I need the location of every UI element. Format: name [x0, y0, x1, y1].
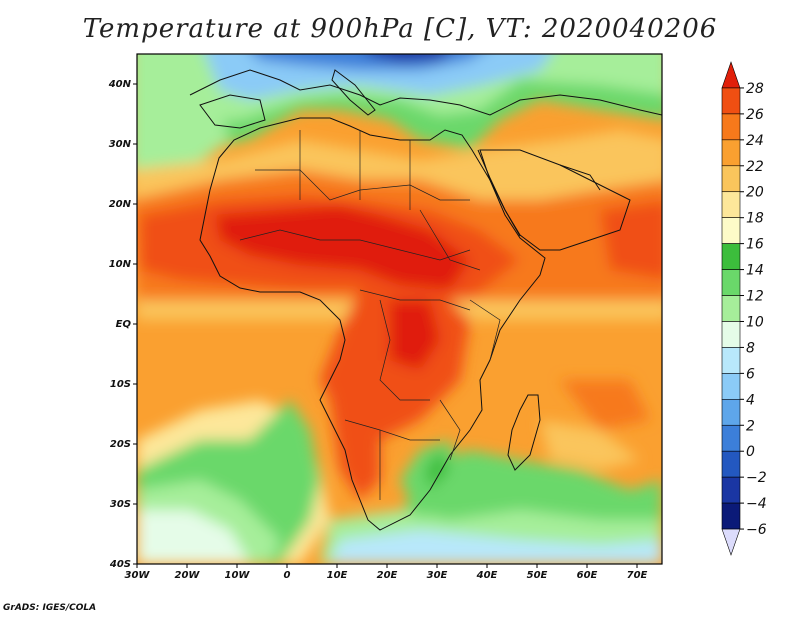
plot-frame	[136, 53, 663, 565]
lat-tick-label: 20N	[109, 199, 132, 210]
lon-tick-label: 30E	[427, 570, 448, 581]
border-sudan	[419, 209, 481, 271]
balkans-coldest	[369, 54, 446, 62]
border-mozambique	[439, 399, 461, 461]
indian-ocean-mild	[540, 420, 640, 470]
border-sahel	[239, 229, 471, 261]
colorbar-label: 12	[746, 289, 764, 305]
lon-tick-label: 20W	[175, 570, 201, 581]
temperature-field	[137, 54, 662, 564]
madagascar	[507, 394, 541, 471]
colorbar-swatch	[721, 191, 741, 218]
colorbar-swatch	[721, 373, 741, 400]
colorbar-swatch	[721, 113, 741, 141]
europe-cold-band	[205, 54, 551, 100]
indian-ocean-warm-patch	[560, 380, 650, 430]
lon-tick-label: 0	[284, 570, 291, 581]
colorbar-label: 6	[746, 366, 755, 382]
lat-tick-label: 40S	[109, 559, 131, 570]
colorbar-label: −6	[746, 522, 767, 538]
red-sea	[477, 149, 521, 237]
colorbar-swatch	[721, 476, 741, 504]
colorbar-swatch	[721, 165, 741, 193]
colorbar-swatch	[721, 399, 741, 426]
iberia	[199, 94, 266, 129]
colorbar-swatch	[721, 450, 741, 478]
lon-tick-label: 10W	[225, 570, 251, 581]
colorbar-label: 14	[746, 263, 764, 279]
colorbar-swatch	[721, 269, 741, 296]
colorbar-label: 2	[746, 418, 755, 434]
colorbar-label: 0	[746, 444, 755, 460]
arabian-sea-warm	[600, 201, 662, 279]
colorbar-label: 20	[746, 185, 764, 201]
lat-tick-label: 10S	[110, 379, 131, 390]
colorbar-swatch	[721, 243, 741, 270]
colorbar-swatch	[721, 347, 741, 374]
colorbar-label: 24	[746, 133, 764, 149]
latitude-ticks: 40N 30N 20N 10N EQ 10S 20S 30S 40S	[108, 79, 137, 570]
lon-tick-label: 20E	[377, 570, 398, 581]
persian-gulf	[559, 164, 601, 191]
colorbar-label: −2	[746, 470, 767, 486]
colorbar-label: 28	[746, 81, 764, 97]
south-atlantic-coldest	[137, 510, 250, 564]
lon-tick-label: 30W	[125, 570, 151, 581]
colorbar-label: 8	[746, 340, 755, 356]
colorbar-swatch	[721, 321, 741, 348]
colorbar-swatch	[721, 295, 741, 322]
lat-tick-label: 40N	[108, 79, 132, 90]
map-title: Temperature at 900hPa [C], VT: 202004020…	[82, 14, 718, 44]
border-south	[344, 419, 440, 441]
colorbar-bottom-arrow	[721, 528, 741, 556]
country-borders	[239, 130, 501, 500]
lon-tick-label: 70E	[627, 570, 648, 581]
europe-coast	[189, 69, 662, 116]
colorbar-swatch	[721, 87, 741, 115]
africa-coastline	[199, 117, 546, 531]
lon-tick-label: 50E	[527, 570, 548, 581]
colorbar-label: 22	[746, 159, 764, 175]
lat-tick-label: 10N	[109, 259, 132, 270]
colorbar-label: −4	[746, 496, 767, 512]
colorbar-label: 16	[746, 237, 764, 253]
colorbar-swatch	[721, 502, 741, 530]
lat-tick-label: 30N	[109, 139, 132, 150]
border-central	[359, 289, 471, 311]
atlantic-north-cool	[137, 80, 230, 179]
colorbar-label: 26	[746, 107, 764, 123]
colorbar-label: 4	[746, 392, 755, 408]
border-east	[469, 299, 501, 361]
colorbar-label: 18	[746, 211, 764, 227]
credit-label: GrADS: IGES/COLA	[3, 603, 97, 613]
sahel-hot-core	[215, 205, 470, 290]
congo-hot-spot	[390, 300, 440, 370]
south-ocean-cold	[330, 530, 662, 564]
coastlines	[189, 69, 662, 531]
namibia-warm	[330, 400, 380, 500]
lon-tick-label: 60E	[577, 570, 598, 581]
colorbar-swatch	[721, 139, 741, 167]
lon-tick-label: 10E	[327, 570, 348, 581]
lat-tick-label: 30S	[110, 499, 131, 510]
lesotho-cool	[425, 450, 450, 490]
colorbar-swatch	[721, 424, 741, 452]
border-drc	[379, 299, 430, 401]
colorbar-top-arrow	[721, 61, 741, 89]
colorbar-swatch	[721, 217, 741, 244]
longitude-ticks: 30W 20W 10W 0 10E 20E 30E 40E 50E 60E 70E	[125, 564, 648, 581]
lon-tick-label: 40E	[476, 570, 498, 581]
colorbar-label: 10	[746, 314, 764, 330]
lat-tick-label: 20S	[110, 439, 131, 450]
lat-tick-label: EQ	[116, 319, 132, 330]
italy	[331, 69, 376, 116]
